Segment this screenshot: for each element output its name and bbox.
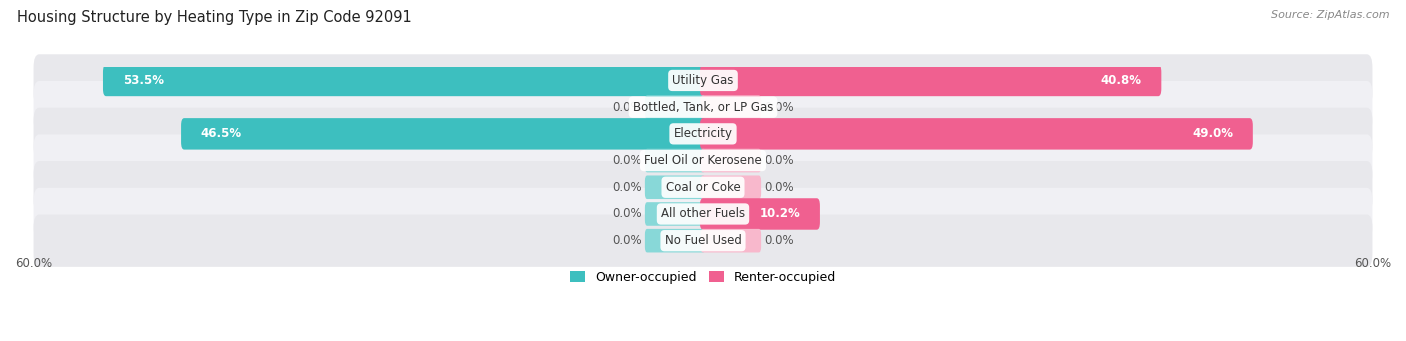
Text: 0.0%: 0.0% — [612, 154, 641, 167]
FancyBboxPatch shape — [181, 118, 706, 150]
FancyBboxPatch shape — [103, 65, 706, 96]
Text: 49.0%: 49.0% — [1192, 127, 1233, 140]
FancyBboxPatch shape — [645, 176, 706, 199]
Text: 0.0%: 0.0% — [765, 234, 794, 247]
Legend: Owner-occupied, Renter-occupied: Owner-occupied, Renter-occupied — [565, 266, 841, 289]
Text: Coal or Coke: Coal or Coke — [665, 181, 741, 194]
Text: Electricity: Electricity — [673, 127, 733, 140]
FancyBboxPatch shape — [34, 161, 1372, 213]
FancyBboxPatch shape — [700, 198, 820, 230]
FancyBboxPatch shape — [34, 54, 1372, 107]
FancyBboxPatch shape — [645, 202, 706, 226]
Text: 0.0%: 0.0% — [612, 234, 641, 247]
Text: Housing Structure by Heating Type in Zip Code 92091: Housing Structure by Heating Type in Zip… — [17, 10, 412, 25]
FancyBboxPatch shape — [645, 95, 706, 119]
FancyBboxPatch shape — [34, 108, 1372, 160]
FancyBboxPatch shape — [645, 229, 706, 252]
Text: 40.8%: 40.8% — [1101, 74, 1142, 87]
FancyBboxPatch shape — [700, 118, 1253, 150]
Text: 0.0%: 0.0% — [612, 181, 641, 194]
Text: Bottled, Tank, or LP Gas: Bottled, Tank, or LP Gas — [633, 101, 773, 114]
FancyBboxPatch shape — [34, 81, 1372, 133]
FancyBboxPatch shape — [700, 176, 761, 199]
Text: 53.5%: 53.5% — [122, 74, 165, 87]
Text: 0.0%: 0.0% — [612, 101, 641, 114]
FancyBboxPatch shape — [34, 214, 1372, 267]
Text: 0.0%: 0.0% — [612, 207, 641, 221]
Text: 46.5%: 46.5% — [201, 127, 242, 140]
Text: Fuel Oil or Kerosene: Fuel Oil or Kerosene — [644, 154, 762, 167]
Text: Source: ZipAtlas.com: Source: ZipAtlas.com — [1271, 10, 1389, 20]
FancyBboxPatch shape — [700, 65, 1161, 96]
FancyBboxPatch shape — [34, 134, 1372, 187]
FancyBboxPatch shape — [645, 149, 706, 172]
FancyBboxPatch shape — [700, 95, 761, 119]
Text: All other Fuels: All other Fuels — [661, 207, 745, 221]
Text: Utility Gas: Utility Gas — [672, 74, 734, 87]
Text: No Fuel Used: No Fuel Used — [665, 234, 741, 247]
Text: 0.0%: 0.0% — [765, 154, 794, 167]
FancyBboxPatch shape — [700, 229, 761, 252]
FancyBboxPatch shape — [34, 188, 1372, 240]
Text: 0.0%: 0.0% — [765, 101, 794, 114]
Text: 0.0%: 0.0% — [765, 181, 794, 194]
Text: 10.2%: 10.2% — [759, 207, 800, 221]
FancyBboxPatch shape — [700, 149, 761, 172]
